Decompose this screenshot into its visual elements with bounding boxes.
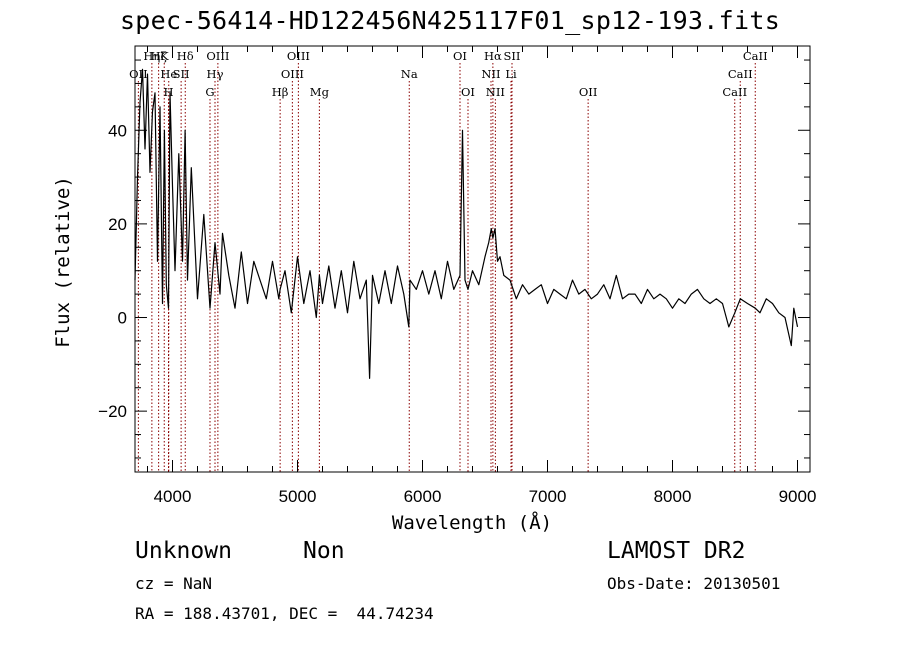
line-labels: OIIHηHζKHeHSIIHδGHγOIIIHβOIIIOIIIMgNaOIO… xyxy=(129,49,768,99)
plot-frame xyxy=(134,45,811,473)
line-label-25: CaII xyxy=(728,67,753,81)
line-label-12: OIII xyxy=(281,67,304,81)
plot-border xyxy=(134,45,811,473)
line-label-2: Hζ xyxy=(150,49,166,63)
x-tick-label-7000: 7000 xyxy=(529,487,567,506)
x-axis-label: Wavelength (Å) xyxy=(392,511,552,534)
object-subclass: Non xyxy=(303,538,345,564)
line-label-18: NII xyxy=(481,67,500,81)
line-label-8: G xyxy=(205,85,214,99)
y-tick-label-20: 20 xyxy=(108,215,127,234)
chart-title: spec-56414-HD122456N425117F01_sp12-193.f… xyxy=(119,6,781,35)
line-label-0: OII xyxy=(129,67,148,81)
y-axis-label: Flux (relative) xyxy=(52,176,74,348)
line-label-19: Hα xyxy=(484,49,502,63)
object-class: Unknown xyxy=(135,538,232,564)
line-label-1: Hη xyxy=(143,49,160,63)
line-label-20: NII xyxy=(486,85,505,99)
line-label-3: K xyxy=(160,49,169,63)
line-label-15: Na xyxy=(401,67,418,81)
line-label-22: Li xyxy=(505,67,517,81)
spectrum-plot xyxy=(134,68,799,379)
y-tick-label-40: 40 xyxy=(108,121,127,140)
spectrum-line xyxy=(134,68,799,379)
line-label-17: OI xyxy=(461,85,475,99)
line-label-21: SII xyxy=(504,49,521,63)
line-label-16: OI xyxy=(453,49,467,63)
x-tick-label-6000: 6000 xyxy=(404,487,442,506)
emission-line-markers xyxy=(137,63,756,472)
line-label-24: CaII xyxy=(722,85,747,99)
line-label-23: OII xyxy=(579,85,598,99)
coordinates: RA = 188.43701, DEC = 44.74234 xyxy=(135,604,434,623)
x-tick-label-4000: 4000 xyxy=(154,487,192,506)
y-tick-label-0: 0 xyxy=(118,309,127,328)
line-label-13: OIII xyxy=(287,49,310,63)
redshift-cz: cz = NaN xyxy=(135,574,213,593)
data-release: LAMOST DR2 xyxy=(607,538,746,564)
line-label-11: Hβ xyxy=(272,85,289,99)
axis-ticks: 4000 5000 6000 7000 8000 9000 −20 0 20 40 xyxy=(98,46,816,506)
line-label-9: Hγ xyxy=(207,67,224,81)
line-label-5: H xyxy=(163,85,173,99)
x-tick-label-8000: 8000 xyxy=(654,487,692,506)
line-label-14: Mg xyxy=(310,85,330,99)
line-label-7: Hδ xyxy=(177,49,194,63)
line-label-6: SII xyxy=(173,67,190,81)
y-tick-label--20: −20 xyxy=(98,402,127,421)
x-tick-label-9000: 9000 xyxy=(779,487,817,506)
x-tick-label-5000: 5000 xyxy=(279,487,317,506)
observation-date: Obs-Date: 20130501 xyxy=(607,574,781,593)
line-label-4: He xyxy=(160,67,177,81)
line-label-26: CaII xyxy=(743,49,768,63)
line-label-10: OIII xyxy=(206,49,229,63)
